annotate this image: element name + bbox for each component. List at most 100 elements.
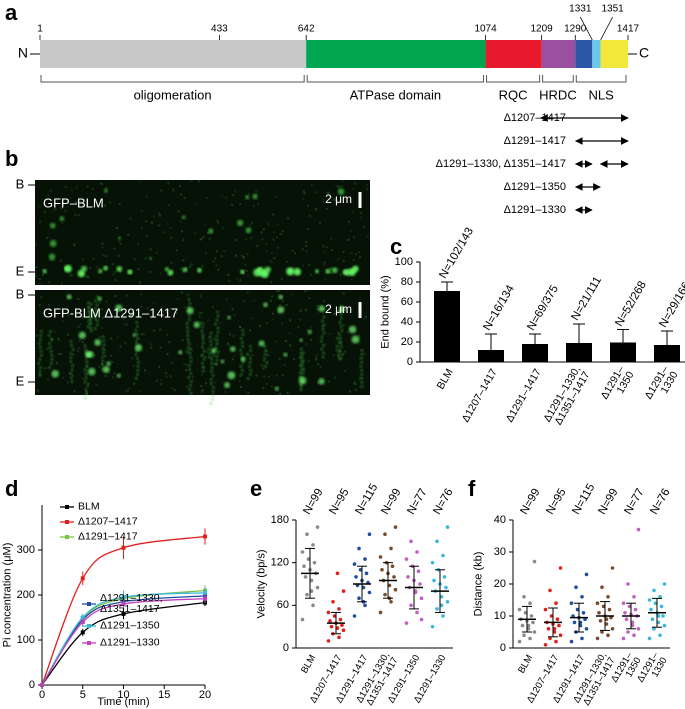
streak <box>200 325 204 329</box>
noise <box>215 264 218 267</box>
noise <box>314 191 317 194</box>
point <box>203 534 207 539</box>
noise <box>232 194 235 197</box>
noise <box>231 203 234 206</box>
spot <box>278 294 284 300</box>
spot <box>49 222 56 229</box>
noise <box>299 308 302 311</box>
y-tick-label: 40 <box>494 514 506 526</box>
noise <box>175 249 178 252</box>
noise <box>224 390 227 393</box>
point <box>517 607 522 612</box>
noise <box>35 266 38 269</box>
bar <box>434 291 460 362</box>
point <box>522 595 526 599</box>
streak <box>134 376 138 380</box>
streak <box>300 384 304 388</box>
spot <box>252 193 258 200</box>
noise <box>191 376 194 379</box>
point <box>652 588 656 593</box>
noise <box>38 303 41 306</box>
streak <box>101 359 105 363</box>
noise <box>74 202 77 205</box>
noise <box>233 354 236 357</box>
point <box>415 550 419 554</box>
point <box>357 546 361 551</box>
noise <box>304 290 307 293</box>
point <box>522 633 526 637</box>
noise <box>159 328 162 331</box>
streak <box>38 357 42 361</box>
point <box>636 527 641 532</box>
noise <box>295 266 298 269</box>
noise <box>132 364 135 367</box>
noise <box>158 214 161 217</box>
noise <box>200 311 203 314</box>
noise <box>310 184 313 187</box>
noise <box>354 182 357 185</box>
noise <box>99 301 102 304</box>
noise <box>354 388 357 391</box>
noise <box>111 263 114 266</box>
noise <box>236 277 239 280</box>
point <box>416 569 421 573</box>
noise <box>71 374 74 377</box>
noise <box>71 274 74 277</box>
noise <box>251 354 254 357</box>
streak <box>209 369 213 373</box>
noise <box>233 314 236 317</box>
noise <box>328 380 331 383</box>
streak <box>188 302 192 306</box>
streak <box>85 364 89 368</box>
noise <box>133 382 136 385</box>
noise <box>337 185 340 188</box>
streak <box>70 380 74 384</box>
noise <box>174 311 177 314</box>
noise <box>85 275 88 278</box>
streak <box>101 335 105 339</box>
noise <box>228 333 231 336</box>
streak <box>215 338 219 342</box>
noise <box>81 377 84 380</box>
point <box>406 575 410 579</box>
streak <box>48 345 52 349</box>
noise <box>342 292 345 295</box>
noise <box>133 258 136 261</box>
spot <box>318 378 325 385</box>
noise <box>326 246 329 249</box>
spot <box>236 219 244 227</box>
bar <box>610 342 636 362</box>
spot <box>240 269 245 275</box>
noise <box>36 389 39 392</box>
streak <box>69 340 73 344</box>
noise <box>343 350 346 353</box>
noise <box>305 240 308 243</box>
noise <box>137 268 140 271</box>
domain <box>485 40 542 68</box>
streak <box>200 329 204 333</box>
point <box>393 587 398 592</box>
point <box>419 617 424 622</box>
noise <box>346 331 349 334</box>
noise <box>244 263 247 266</box>
noise <box>67 314 70 317</box>
streak <box>50 357 54 361</box>
streak <box>84 388 88 392</box>
noise <box>211 306 214 309</box>
streak <box>101 347 105 351</box>
streak <box>188 342 192 346</box>
noise <box>219 322 222 325</box>
noise <box>95 383 98 386</box>
noise <box>238 380 241 383</box>
streak <box>135 332 139 336</box>
streak <box>322 351 326 355</box>
point <box>574 585 578 589</box>
noise <box>57 352 60 355</box>
noise <box>104 355 107 358</box>
spot <box>64 266 69 271</box>
streak <box>210 397 214 401</box>
noise <box>81 316 84 319</box>
noise <box>323 250 326 253</box>
noise <box>352 258 355 261</box>
region-label: ATPase domain <box>350 87 442 102</box>
